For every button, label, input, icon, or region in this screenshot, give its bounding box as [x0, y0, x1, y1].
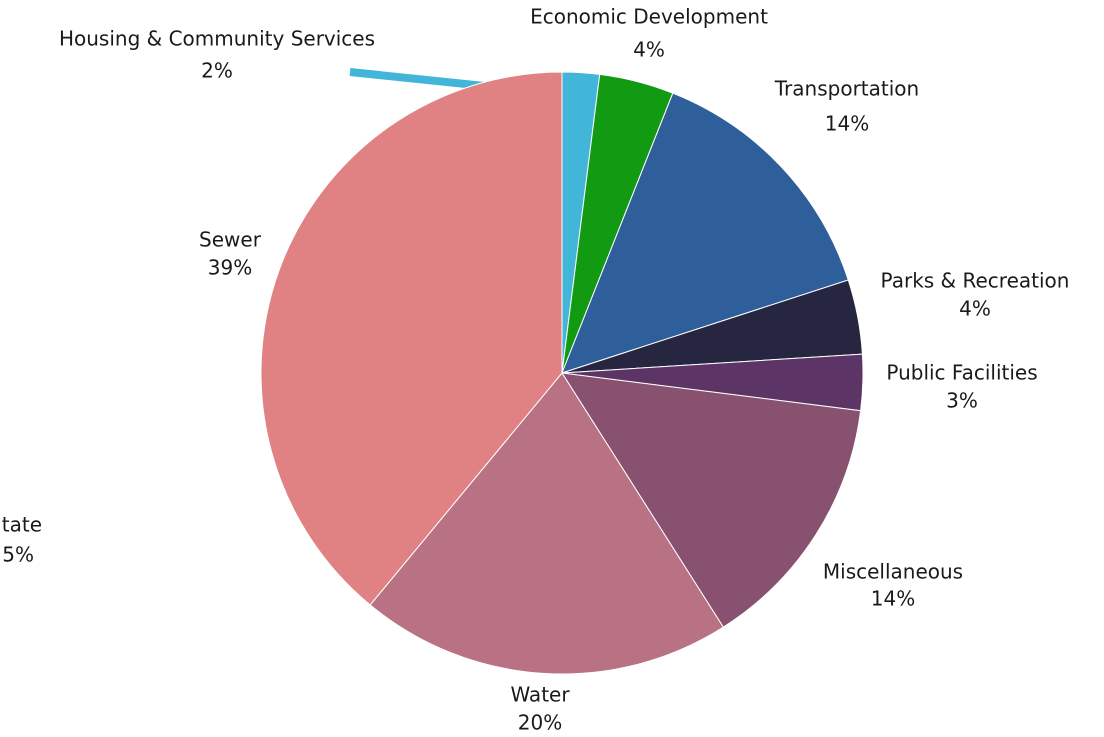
- slice-label: Public Facilities: [886, 361, 1037, 385]
- pie-slice: [369, 372, 724, 675]
- pie-slice: [561, 372, 862, 628]
- slice-label: Housing & Community Services: [59, 27, 375, 51]
- slice-value-label: 4%: [633, 38, 665, 62]
- slice-label: Parks & Recreation: [881, 269, 1070, 293]
- slice-value-label: 14%: [871, 587, 915, 611]
- pie-slice: [260, 71, 563, 606]
- slice-label: Sewer: [199, 228, 262, 252]
- slice-value-label: 4%: [959, 297, 991, 321]
- slice-label: Economic Development: [530, 5, 768, 29]
- slice-label: Water: [510, 683, 570, 707]
- slice-value-label: 39%: [208, 256, 252, 280]
- slice-label: Miscellaneous: [823, 560, 963, 584]
- slice-value-label: 14%: [825, 112, 869, 136]
- slice-value-label: 2%: [201, 59, 233, 83]
- annotation: 5%: [2, 543, 34, 567]
- slice-label: Transportation: [774, 77, 919, 101]
- annotation: tate: [2, 513, 42, 537]
- slice-value-label: 20%: [518, 711, 562, 735]
- slice-value-label: 3%: [946, 389, 978, 413]
